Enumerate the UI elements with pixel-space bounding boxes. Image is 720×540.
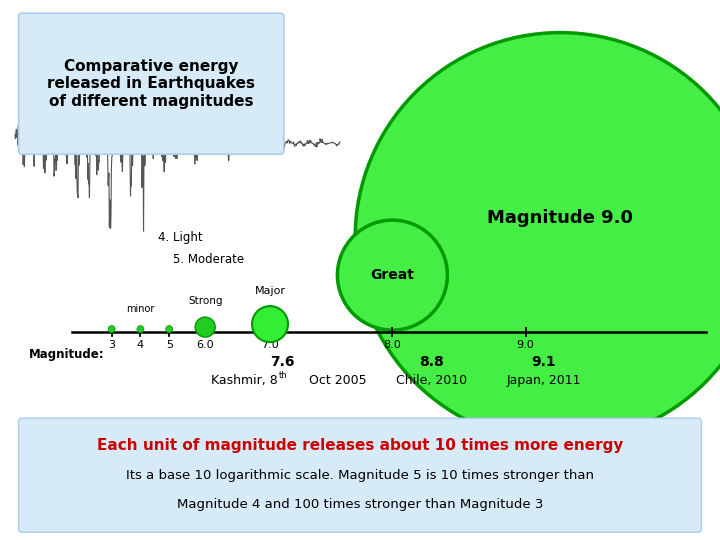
FancyBboxPatch shape	[19, 13, 284, 154]
Text: 7.0: 7.0	[261, 340, 279, 350]
Text: Kashmir, 8: Kashmir, 8	[211, 374, 277, 387]
Text: Chile, 2010: Chile, 2010	[397, 374, 467, 387]
Text: 4. Light: 4. Light	[158, 231, 203, 244]
Text: 4: 4	[137, 340, 144, 350]
Text: 5: 5	[166, 340, 173, 350]
Text: Each unit of magnitude releases about 10 times more energy: Each unit of magnitude releases about 10…	[96, 438, 624, 453]
Text: th: th	[279, 370, 287, 380]
Ellipse shape	[195, 317, 215, 337]
Text: Magnitude 9.0: Magnitude 9.0	[487, 208, 633, 227]
FancyBboxPatch shape	[19, 418, 701, 532]
Text: Oct 2005: Oct 2005	[305, 374, 366, 387]
Text: Japan, 2011: Japan, 2011	[506, 374, 581, 387]
Ellipse shape	[252, 306, 288, 342]
Text: 7.6: 7.6	[270, 355, 294, 369]
Text: 6.0: 6.0	[197, 340, 214, 350]
Ellipse shape	[166, 326, 173, 333]
Text: Comparative energy
released in Earthquakes
of different magnitudes: Comparative energy released in Earthquak…	[48, 59, 255, 109]
Text: Great: Great	[371, 268, 414, 282]
Text: minor: minor	[126, 304, 155, 314]
Text: 3: 3	[108, 340, 115, 350]
Text: 8.8: 8.8	[420, 355, 444, 369]
Text: Its a base 10 logarithmic scale. Magnitude 5 is 10 times stronger than: Its a base 10 logarithmic scale. Magnitu…	[126, 469, 594, 482]
Text: Magnitude:: Magnitude:	[29, 348, 104, 361]
Ellipse shape	[355, 32, 720, 443]
Ellipse shape	[338, 220, 447, 330]
Text: 5. Moderate: 5. Moderate	[173, 253, 244, 266]
Text: Magnitude 4 and 100 times stronger than Magnitude 3: Magnitude 4 and 100 times stronger than …	[177, 498, 543, 511]
Ellipse shape	[137, 326, 144, 333]
Text: 9.1: 9.1	[531, 355, 556, 369]
Text: 8.0: 8.0	[384, 340, 401, 350]
Text: Major: Major	[254, 286, 286, 296]
Text: 9.0: 9.0	[517, 340, 534, 350]
Ellipse shape	[108, 326, 115, 333]
Text: Strong: Strong	[188, 296, 222, 306]
